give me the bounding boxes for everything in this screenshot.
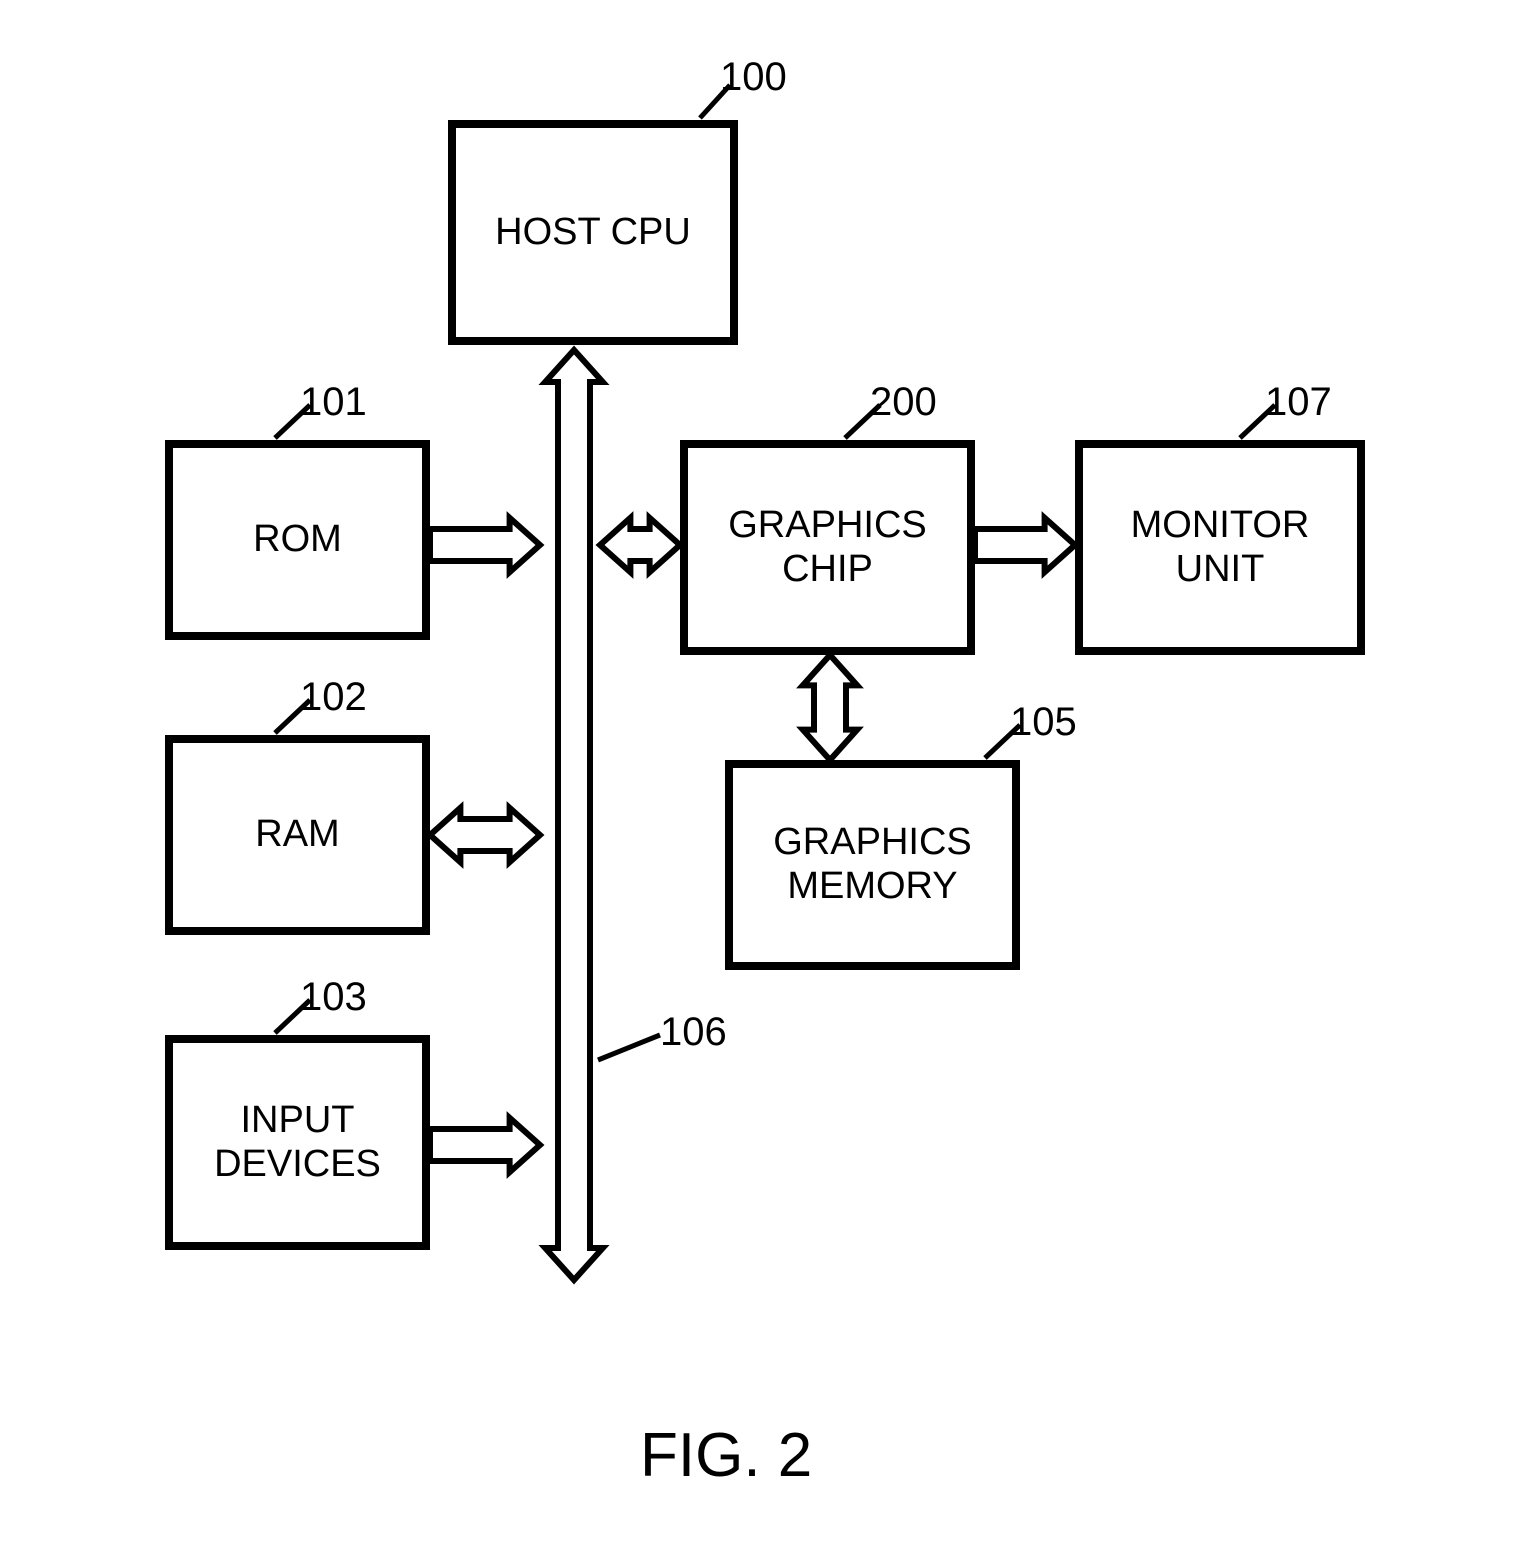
node-graphics_memory: GRAPHICS MEMORY xyxy=(725,760,1020,970)
node-input_devices: INPUT DEVICES xyxy=(165,1035,430,1250)
ref-label-graphics_chip: 200 xyxy=(870,380,937,425)
ref-label-monitor_unit: 107 xyxy=(1265,380,1332,425)
ref-label-host_cpu: 100 xyxy=(720,55,787,100)
connector-input_to_bus xyxy=(430,1118,540,1172)
node-host_cpu: HOST CPU xyxy=(448,120,738,345)
ref-label-graphics_memory: 105 xyxy=(1010,700,1077,745)
connector-gchip_to_gmem xyxy=(803,655,857,760)
connector-rom_to_bus xyxy=(430,518,540,572)
node-monitor_unit: MONITOR UNIT xyxy=(1075,440,1365,655)
figure-caption: FIG. 2 xyxy=(640,1420,812,1491)
diagram-canvas: FIG. 2 HOST CPU 100 ROM 101 RAM 102 INPUT DEVI… xyxy=(0,0,1521,1554)
node-rom: ROM xyxy=(165,440,430,640)
bus-arrow xyxy=(545,350,603,1280)
node-ram: RAM xyxy=(165,735,430,935)
connector-bus_to_gchip xyxy=(600,518,680,572)
connector-gchip_to_monitor xyxy=(975,518,1075,572)
ref-label-bus: 106 xyxy=(660,1010,727,1055)
node-graphics_chip: GRAPHICS CHIP xyxy=(680,440,975,655)
ref-label-ram: 102 xyxy=(300,675,367,720)
ref-label-input_devices: 103 xyxy=(300,975,367,1020)
ref-label-rom: 101 xyxy=(300,380,367,425)
connector-ram_to_bus xyxy=(430,808,540,862)
